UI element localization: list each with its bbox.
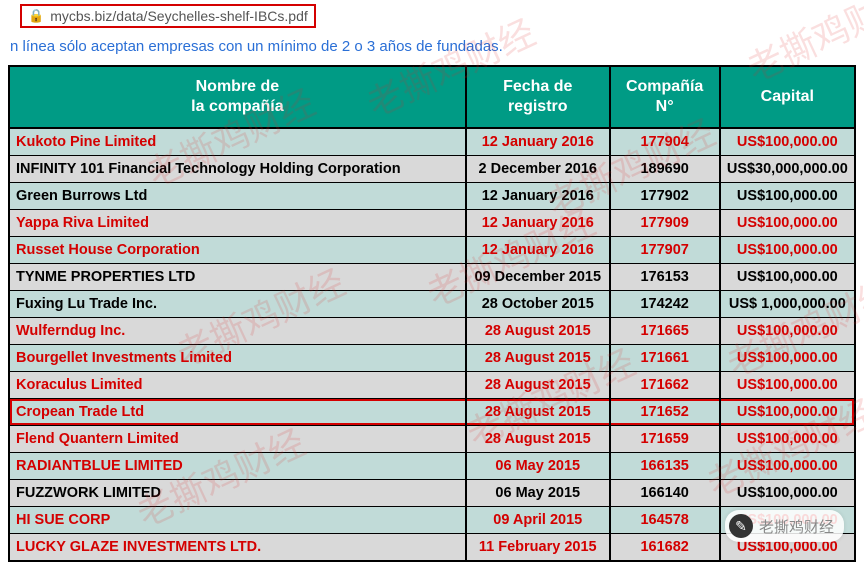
table-container: Nombre dela compañía Fecha deregistro Co… [0, 65, 864, 562]
cell-cap: US$100,000.00 [720, 345, 855, 372]
cell-name: Green Burrows Ltd [9, 183, 466, 210]
cell-name: Russet House Corporation [9, 237, 466, 264]
cell-name: INFINITY 101 Financial Technology Holdin… [9, 156, 466, 183]
cell-date: 11 February 2015 [466, 534, 610, 562]
cell-date: 28 August 2015 [466, 318, 610, 345]
caption-text: n línea sólo aceptan empresas con un mín… [0, 32, 864, 65]
cell-name: HI SUE CORP [9, 507, 466, 534]
wechat-icon: ✎ [729, 514, 753, 538]
wechat-label: 老撕鸡财经 [759, 516, 834, 537]
companies-table: Nombre dela compañía Fecha deregistro Co… [8, 65, 856, 562]
cell-cap: US$100,000.00 [720, 399, 855, 426]
table-row: Wulferndug Inc.28 August 2015171665US$10… [9, 318, 855, 345]
cell-cap: US$100,000.00 [720, 237, 855, 264]
cell-name: Yappa Riva Limited [9, 210, 466, 237]
table-row: Flend Quantern Limited28 August 20151716… [9, 426, 855, 453]
cell-date: 12 January 2016 [466, 128, 610, 156]
cell-date: 09 April 2015 [466, 507, 610, 534]
header-num: CompañíaN° [610, 66, 720, 128]
table-row: Green Burrows Ltd12 January 2016177902US… [9, 183, 855, 210]
cell-date: 12 January 2016 [466, 237, 610, 264]
cell-name: Wulferndug Inc. [9, 318, 466, 345]
cell-date: 28 August 2015 [466, 372, 610, 399]
cell-name: Flend Quantern Limited [9, 426, 466, 453]
cell-cap: US$100,000.00 [720, 480, 855, 507]
cell-cap: US$ 1,000,000.00 [720, 291, 855, 318]
cell-num: 177909 [610, 210, 720, 237]
table-row: Koraculus Limited28 August 2015171662US$… [9, 372, 855, 399]
table-row: Kukoto Pine Limited12 January 2016177904… [9, 128, 855, 156]
cell-cap: US$100,000.00 [720, 426, 855, 453]
cell-num: 164578 [610, 507, 720, 534]
table-row: INFINITY 101 Financial Technology Holdin… [9, 156, 855, 183]
cell-num: 177907 [610, 237, 720, 264]
cell-cap: US$100,000.00 [720, 372, 855, 399]
cell-name: Koraculus Limited [9, 372, 466, 399]
cell-cap: US$30,000,000.00 [720, 156, 855, 183]
url-text: mycbs.biz/data/Seychelles-shelf-IBCs.pdf [50, 8, 308, 24]
cell-num: 171661 [610, 345, 720, 372]
cell-num: 171662 [610, 372, 720, 399]
header-row: Nombre dela compañía Fecha deregistro Co… [9, 66, 855, 128]
lock-icon: 🔒 [28, 8, 44, 24]
cell-date: 12 January 2016 [466, 210, 610, 237]
cell-num: 189690 [610, 156, 720, 183]
url-highlight-box: 🔒 mycbs.biz/data/Seychelles-shelf-IBCs.p… [20, 4, 316, 28]
table-body: Kukoto Pine Limited12 January 2016177904… [9, 128, 855, 561]
header-cap: Capital [720, 66, 855, 128]
cell-num: 171659 [610, 426, 720, 453]
cell-num: 171665 [610, 318, 720, 345]
table-row: RADIANTBLUE LIMITED06 May 2015166135US$1… [9, 453, 855, 480]
cell-num: 177904 [610, 128, 720, 156]
cell-cap: US$100,000.00 [720, 453, 855, 480]
cell-num: 174242 [610, 291, 720, 318]
table-row: Bourgellet Investments Limited28 August … [9, 345, 855, 372]
table-row: Russet House Corporation12 January 20161… [9, 237, 855, 264]
table-row: Fuxing Lu Trade Inc.28 October 201517424… [9, 291, 855, 318]
wechat-badge: ✎ 老撕鸡财经 [725, 510, 844, 542]
cell-cap: US$100,000.00 [720, 128, 855, 156]
cell-num: 176153 [610, 264, 720, 291]
table-row: FUZZWORK LIMITED06 May 2015166140US$100,… [9, 480, 855, 507]
cell-cap: US$100,000.00 [720, 183, 855, 210]
cell-date: 28 October 2015 [466, 291, 610, 318]
cell-name: Cropean Trade Ltd [9, 399, 466, 426]
cell-name: LUCKY GLAZE INVESTMENTS LTD. [9, 534, 466, 562]
cell-name: RADIANTBLUE LIMITED [9, 453, 466, 480]
table-row: Yappa Riva Limited12 January 2016177909U… [9, 210, 855, 237]
cell-name: TYNME PROPERTIES LTD [9, 264, 466, 291]
cell-name: Kukoto Pine Limited [9, 128, 466, 156]
cell-name: Bourgellet Investments Limited [9, 345, 466, 372]
cell-num: 171652 [610, 399, 720, 426]
header-name: Nombre dela compañía [9, 66, 466, 128]
header-date: Fecha deregistro [466, 66, 610, 128]
cell-num: 166140 [610, 480, 720, 507]
cell-date: 06 May 2015 [466, 453, 610, 480]
cell-date: 09 December 2015 [466, 264, 610, 291]
cell-cap: US$100,000.00 [720, 264, 855, 291]
cell-date: 12 January 2016 [466, 183, 610, 210]
table-row: TYNME PROPERTIES LTD09 December 20151761… [9, 264, 855, 291]
cell-name: FUZZWORK LIMITED [9, 480, 466, 507]
cell-date: 06 May 2015 [466, 480, 610, 507]
cell-num: 177902 [610, 183, 720, 210]
cell-name: Fuxing Lu Trade Inc. [9, 291, 466, 318]
cell-cap: US$100,000.00 [720, 318, 855, 345]
table-row: Cropean Trade Ltd28 August 2015171652US$… [9, 399, 855, 426]
cell-cap: US$100,000.00 [720, 210, 855, 237]
cell-num: 161682 [610, 534, 720, 562]
cell-date: 28 August 2015 [466, 426, 610, 453]
cell-date: 28 August 2015 [466, 399, 610, 426]
cell-date: 2 December 2016 [466, 156, 610, 183]
cell-num: 166135 [610, 453, 720, 480]
url-bar: 🔒 mycbs.biz/data/Seychelles-shelf-IBCs.p… [0, 0, 864, 32]
cell-date: 28 August 2015 [466, 345, 610, 372]
